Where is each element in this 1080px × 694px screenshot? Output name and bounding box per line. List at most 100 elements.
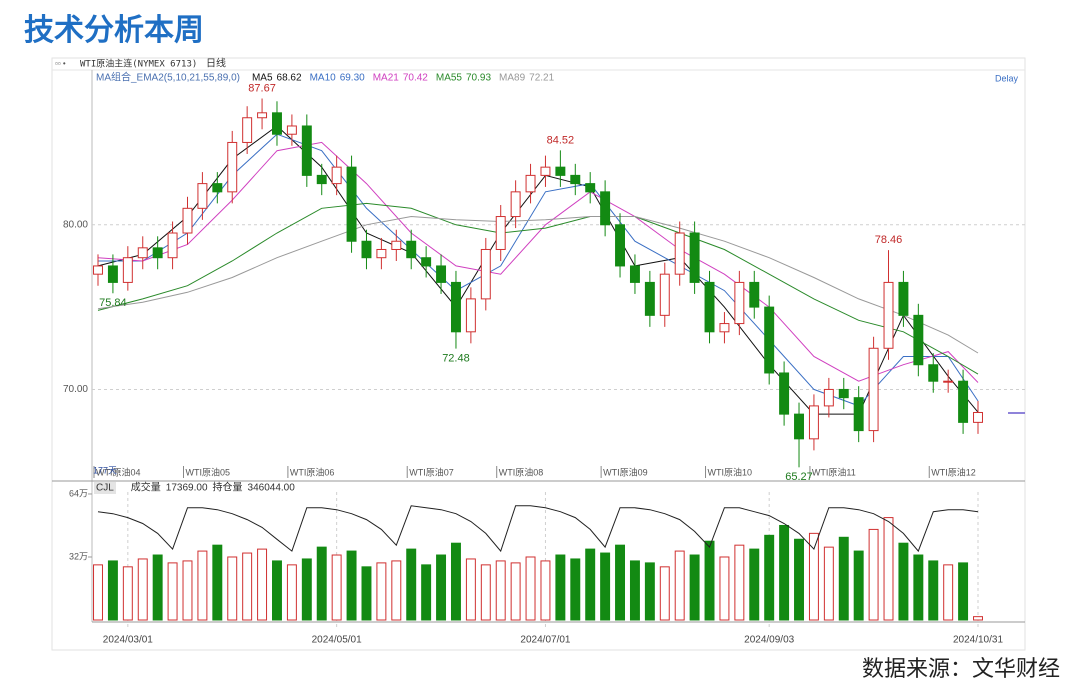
volume-bar bbox=[436, 554, 447, 621]
candle-body bbox=[286, 125, 297, 135]
volume-bar bbox=[137, 558, 148, 621]
x-tick-label: 2024/10/31 bbox=[953, 635, 1003, 646]
volume-bar bbox=[585, 548, 596, 621]
y-tick-label: 70.00 bbox=[63, 384, 88, 395]
candle-body bbox=[272, 112, 282, 135]
candle-body bbox=[808, 405, 819, 440]
legend-name: MA5 bbox=[252, 73, 273, 84]
candle-body bbox=[406, 240, 417, 259]
annotation: 72.48 bbox=[442, 353, 470, 365]
candle-body bbox=[316, 174, 327, 185]
x-tick-label: 2024/03/01 bbox=[103, 635, 153, 646]
candle-body bbox=[943, 380, 954, 383]
volume-bar bbox=[973, 616, 983, 621]
candle-body bbox=[868, 347, 879, 432]
candle-body bbox=[331, 166, 342, 185]
ma-line bbox=[97, 215, 979, 354]
legend-name: MA89 bbox=[499, 73, 526, 84]
volume-bar bbox=[838, 536, 849, 621]
contract-label: WTI原油10 bbox=[708, 466, 753, 477]
contract-label: WTI原油06 bbox=[290, 466, 335, 477]
contract-label: WTI原油07 bbox=[409, 466, 454, 477]
symbol: WTI原油主连(NYMEX 6713) bbox=[80, 58, 197, 70]
x-tick-label: 2024/05/01 bbox=[312, 635, 362, 646]
contract-label: WTI原油09 bbox=[603, 466, 648, 477]
legend-name: MA21 bbox=[373, 73, 400, 84]
volume-bar bbox=[644, 562, 655, 621]
volume-bar bbox=[107, 560, 118, 621]
volume-bar bbox=[958, 562, 969, 621]
volume-bar bbox=[212, 544, 223, 621]
legend-name: MA55 bbox=[436, 73, 463, 84]
volume-bar bbox=[376, 562, 387, 621]
candle-body bbox=[779, 372, 790, 415]
volume-bar bbox=[421, 564, 432, 621]
candle-body bbox=[525, 174, 536, 193]
volume-bar bbox=[749, 548, 760, 621]
volume-bar bbox=[316, 546, 327, 621]
volume-bar bbox=[465, 558, 476, 621]
volume-bar bbox=[182, 560, 193, 621]
volume-bar bbox=[272, 560, 282, 621]
volume-bar bbox=[391, 560, 402, 621]
volume-bar bbox=[629, 560, 640, 621]
volume-bar bbox=[450, 542, 461, 621]
legend-value: 72.21 bbox=[529, 73, 554, 84]
x-tick-label: 2024/09/03 bbox=[744, 635, 794, 646]
candle-body bbox=[570, 174, 581, 185]
contract-label: WTI原油11 bbox=[812, 466, 856, 477]
period: 日线 bbox=[206, 57, 226, 70]
volume-bar bbox=[540, 560, 551, 621]
candle-body bbox=[689, 232, 700, 283]
annotation: 84.52 bbox=[547, 134, 575, 146]
candle-body bbox=[629, 265, 640, 283]
candle-body bbox=[659, 273, 670, 316]
legend-value: 70.93 bbox=[466, 73, 491, 84]
volume-bar bbox=[868, 528, 879, 621]
candle-body bbox=[436, 265, 447, 283]
legend-name: MA10 bbox=[310, 73, 337, 84]
volume-bar bbox=[719, 556, 730, 621]
volume-bar bbox=[286, 564, 297, 621]
volume-bar bbox=[689, 554, 700, 621]
candle-body bbox=[823, 388, 834, 407]
candle-body bbox=[719, 323, 730, 333]
volume-bar bbox=[331, 554, 342, 621]
candle-body bbox=[495, 216, 506, 250]
volume-bar bbox=[674, 550, 685, 621]
candle-body bbox=[749, 281, 760, 308]
candle-body bbox=[913, 314, 924, 366]
volume-bar bbox=[704, 540, 715, 621]
annotation: 65.27 bbox=[785, 471, 813, 483]
candle-body bbox=[137, 247, 148, 259]
candle-body bbox=[973, 411, 983, 423]
volume-bar bbox=[823, 546, 834, 621]
candle-body bbox=[465, 298, 476, 333]
candle-body bbox=[122, 257, 133, 283]
volume-bar bbox=[794, 538, 804, 621]
candle-body bbox=[674, 232, 685, 275]
candle-body bbox=[182, 207, 193, 234]
ma-line bbox=[97, 202, 979, 375]
candle-body bbox=[391, 240, 402, 250]
volume-bar bbox=[734, 544, 745, 621]
candle-body bbox=[615, 224, 626, 267]
candle-body bbox=[958, 380, 969, 423]
volume-bar bbox=[152, 554, 163, 621]
candle-body bbox=[794, 413, 804, 440]
volume-bar bbox=[480, 564, 491, 621]
annotation: 75.84 bbox=[99, 297, 127, 309]
volume-bar bbox=[615, 544, 626, 621]
candle-body bbox=[883, 281, 894, 349]
candle-body bbox=[227, 141, 238, 193]
volume-bar bbox=[943, 564, 954, 621]
volume-bar bbox=[555, 554, 566, 621]
open-interest-line bbox=[97, 505, 979, 553]
volume-bar bbox=[808, 532, 819, 621]
volume-bar bbox=[883, 517, 894, 621]
legend-value: 70.42 bbox=[403, 73, 428, 84]
y-tick-label: 80.00 bbox=[63, 219, 88, 230]
volume-bar bbox=[570, 558, 581, 621]
volume-bar bbox=[779, 524, 790, 621]
candle-body bbox=[361, 240, 372, 259]
